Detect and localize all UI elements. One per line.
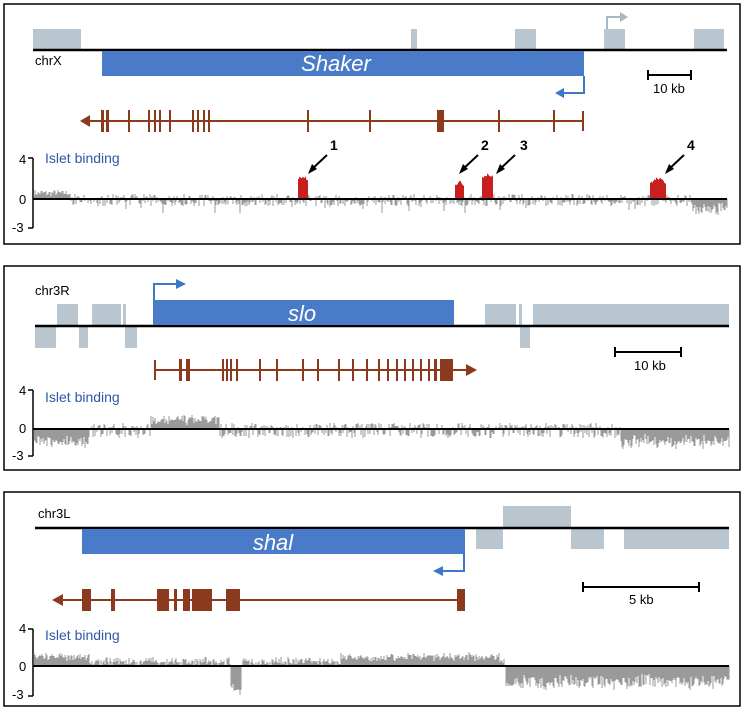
gene-bar [102,51,584,76]
track-label: Islet binding [45,150,120,166]
y-tick-zero: 0 [19,421,26,436]
tss-arrow-icon [562,76,585,94]
transcript-model [154,359,477,381]
y-tick-bottom: -3 [12,687,24,702]
signal-bars [33,415,730,449]
gene-name: Shaker [301,51,372,76]
signal-bars [33,190,728,215]
peak-callout-4: 4 [665,137,695,174]
track-label: Islet binding [45,627,120,643]
gene-bar [82,529,465,554]
chromosome-label: chrX [35,53,62,68]
scale-bar [614,347,682,357]
panel-slo: chr3R slo 10 kb [3,265,741,471]
panel-shal: chr3L shal 5 kb [3,491,741,707]
y-tick-bottom: -3 [12,448,24,463]
neighbor-genes [476,506,729,549]
tss-arrow-icon [441,554,465,572]
svg-text:4: 4 [687,137,695,153]
y-tick-top: 4 [19,621,26,636]
y-tick-bottom: -3 [12,220,24,235]
neighbor-genes [35,304,729,348]
binding-peaks [298,173,666,199]
svg-text:2: 2 [481,137,489,153]
y-tick-top: 4 [19,152,26,167]
scale-bar [647,70,692,80]
neighbor-genes [33,29,724,50]
transcript-model [80,110,584,132]
chromosome-label: chr3L [38,506,71,521]
scale-label: 10 kb [634,358,666,373]
peak-callout-2: 2 [459,137,489,174]
tss-arrow-icon [153,283,177,300]
peak-callout-3: 3 [496,137,528,174]
transcript-model [52,589,465,611]
scale-bar [582,582,700,592]
chromosome-label: chr3R [35,283,70,298]
tss-arrow-gray-icon [606,16,622,29]
gene-bar [153,300,454,325]
gene-name: shal [253,530,294,555]
svg-text:1: 1 [330,137,338,153]
scale-label: 10 kb [653,81,685,96]
y-tick-top: 4 [19,383,26,398]
track-label: Islet binding [45,389,120,405]
panel-frame [3,265,741,471]
scale-label: 5 kb [629,592,654,607]
gene-name: slo [288,301,316,326]
y-tick-zero: 0 [19,192,26,207]
signal-bars [33,652,730,695]
panel-shaker: chrX Shaker 10 kb [3,3,741,245]
panel-frame [3,3,741,245]
y-tick-zero: 0 [19,659,26,674]
panel-frame [3,491,741,707]
peak-callout-1: 1 [308,137,338,174]
svg-text:3: 3 [520,137,528,153]
